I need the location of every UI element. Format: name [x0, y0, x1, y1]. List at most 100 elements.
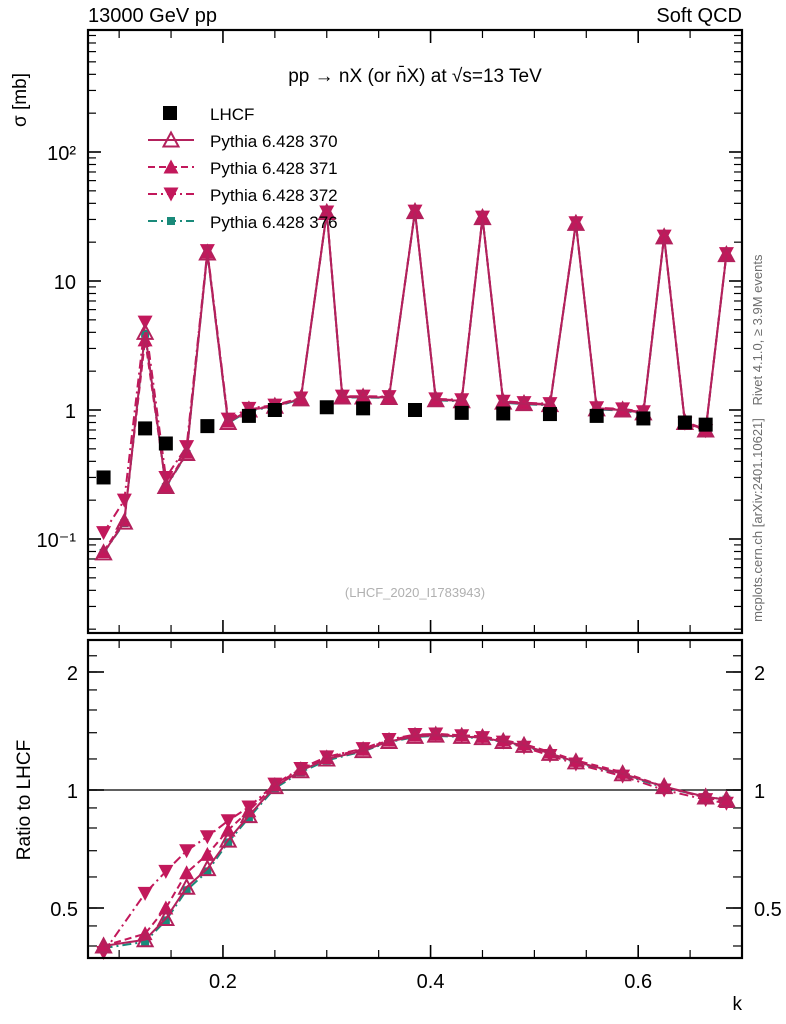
series-marker	[94, 936, 113, 954]
ratio-y-tick-label: 1	[67, 781, 78, 803]
series-marker	[717, 790, 736, 808]
header-right-label: Soft QCD	[656, 5, 742, 27]
series-marker	[718, 247, 734, 262]
main-y-tick-label: 1	[65, 401, 76, 423]
ratio-panel-ticks	[88, 640, 743, 958]
series-marker	[514, 394, 534, 412]
series-marker	[656, 229, 672, 244]
series-marker	[224, 838, 233, 847]
main-panel-frame	[86, 28, 744, 635]
legend: LHCF Pythia 6.428 370 Pythia 6.428 371 Pyth…	[148, 105, 338, 232]
legend-marker	[167, 217, 175, 225]
series-marker	[94, 543, 113, 561]
series-marker	[177, 443, 196, 462]
series-marker	[182, 886, 191, 895]
series-line	[103, 734, 727, 947]
series-marker	[698, 417, 713, 432]
series-marker	[137, 315, 153, 330]
series-marker	[135, 322, 155, 340]
x-axis-label: k	[733, 994, 743, 1015]
plot-title: pp → nX (or n̄X) at √s=13 TeV	[288, 66, 542, 87]
legend-entry[interactable]: Pythia 6.428 372	[148, 186, 338, 205]
series-marker	[239, 806, 259, 824]
series-marker	[452, 726, 471, 744]
legend-label: Pythia 6.428 376	[210, 213, 338, 232]
series-marker	[454, 727, 470, 742]
series-marker	[198, 243, 217, 261]
series-marker	[161, 916, 170, 925]
series-marker	[379, 731, 399, 749]
legend-entry[interactable]: Pythia 6.428 370	[148, 130, 338, 151]
series-marker	[428, 726, 444, 741]
series-marker	[218, 830, 238, 848]
series-marker	[636, 411, 651, 426]
ratio-y-tick-label: 2	[67, 663, 78, 685]
legend-label: Pythia 6.428 370	[210, 132, 338, 151]
series-marker	[265, 777, 285, 795]
series-marker	[405, 726, 425, 744]
series-line	[102, 211, 728, 554]
analysis-id-watermark: (LHCF_2020_I1783943)	[345, 585, 485, 600]
series-marker	[407, 727, 423, 742]
series-marker	[317, 202, 336, 220]
series-marker	[244, 813, 253, 822]
series-marker	[203, 867, 212, 876]
series-line	[102, 210, 728, 534]
series-marker	[199, 846, 215, 861]
series-marker	[474, 728, 490, 743]
legend-entry[interactable]: Pythia 6.428 371	[148, 159, 338, 178]
series-marker	[540, 743, 560, 761]
series-marker	[426, 390, 445, 408]
ratio-y-tick-label-right: 2	[754, 663, 765, 685]
legend-entry[interactable]: Pythia 6.428 376	[148, 213, 338, 232]
series-marker	[353, 741, 373, 759]
series-marker	[220, 822, 236, 837]
legend-label: LHCF	[210, 105, 254, 124]
series-marker	[199, 244, 215, 259]
ratio-panel-data	[94, 725, 736, 960]
series-marker	[158, 864, 174, 879]
series-marker	[135, 930, 155, 948]
tick-labels: 10² 10 1 10⁻¹ 0.2 0.4 0.6 2 2 1 1 0.5 0.5	[37, 143, 782, 993]
series-marker	[613, 400, 632, 418]
series-marker	[241, 408, 256, 423]
x-tick-label: 0.2	[209, 971, 237, 993]
series-marker	[179, 865, 195, 880]
series-marker	[141, 937, 150, 946]
series-marker	[566, 752, 586, 770]
legend-marker	[163, 187, 179, 202]
series-marker	[494, 731, 513, 749]
series-marker	[496, 406, 511, 421]
series-marker	[408, 403, 422, 417]
legend-entry[interactable]: LHCF	[163, 105, 254, 124]
legend-marker-square	[163, 106, 177, 120]
series-marker	[96, 526, 112, 541]
series-marker	[356, 401, 371, 416]
series-marker	[177, 877, 196, 895]
series-marker	[473, 728, 492, 746]
main-y-tick-label: 10	[54, 272, 76, 294]
series-marker	[379, 387, 399, 405]
series-marker	[696, 787, 715, 805]
series-marker	[116, 493, 132, 508]
series-marker	[589, 408, 604, 423]
series-line	[102, 211, 728, 554]
series-marker	[333, 387, 352, 405]
series-line	[102, 211, 728, 553]
series-marker	[199, 830, 215, 845]
main-y-tick-label: 10⁻¹	[37, 530, 77, 552]
main-y-axis-label: σ [mb]	[10, 73, 31, 127]
series-marker	[542, 407, 557, 422]
series-marker	[156, 908, 176, 927]
series-marker	[717, 245, 736, 263]
legend-marker	[161, 130, 181, 148]
series-marker	[218, 412, 238, 431]
series-marker	[654, 227, 674, 245]
ratio-y-axis-label: Ratio to LHCF	[14, 740, 35, 860]
series-marker	[156, 476, 176, 495]
series-marker	[267, 403, 282, 417]
series-marker	[137, 886, 153, 901]
main-panel-data	[94, 202, 736, 561]
series-marker	[454, 405, 469, 420]
